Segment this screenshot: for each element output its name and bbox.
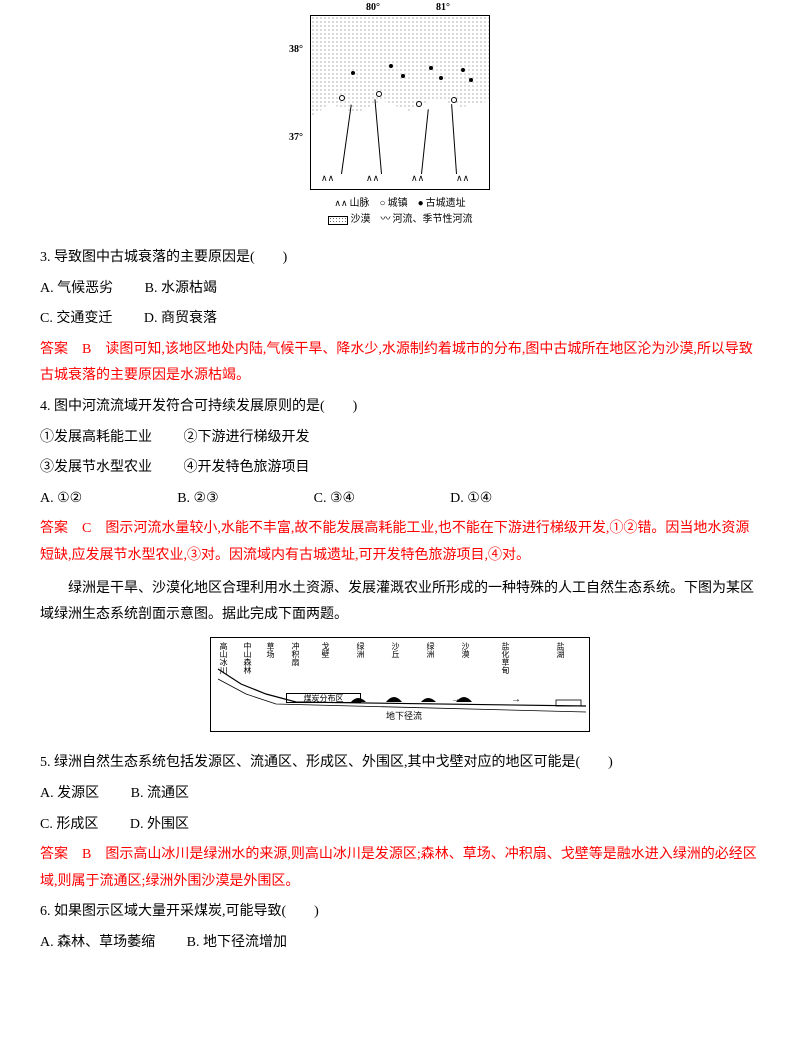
q4-item-4: ④开发特色旅游项目 [184, 455, 310, 482]
intro-text: 绿洲是干旱、沙漠化地区合理利用水土资源、发展灌溉农业所形成的一种特殊的人工自然生… [40, 576, 760, 629]
q4-item-1: ①发展高耗能工业 [40, 425, 152, 452]
lon-80: 80° [366, 0, 380, 17]
ruin-marker [351, 71, 355, 75]
ruin-marker [401, 74, 405, 78]
q3-answer: 答案 B 读图可知,该地区地处内陆,气候干旱、降水少,水源制约着城市的分布,图中… [40, 337, 760, 390]
q5-text: 5. 绿洲自然生态系统包括发源区、流通区、形成区、外围区,其中戈壁对应的地区可能… [40, 750, 760, 777]
ruin-marker [439, 76, 443, 80]
city-marker [376, 91, 382, 97]
cs-label-10: 盐湖 [556, 642, 564, 658]
q3-options-row2: C. 交通变迁 D. 商贸衰落 [40, 306, 760, 333]
cs-label-6: 沙丘 [391, 642, 399, 658]
q4-opt-b: B. ②③ [177, 486, 218, 513]
q4-items-row1: ①发展高耗能工业 ②下游进行梯级开发 [40, 425, 760, 452]
map-box: 80° 81° 38° 37° ∧∧ ∧∧ ∧∧ ∧∧ [310, 15, 490, 190]
legend-river: 河流、季节性河流 [381, 212, 473, 228]
cs-label-8: 沙漠 [461, 642, 469, 658]
map-figure: 80° 81° 38° 37° ∧∧ ∧∧ ∧∧ ∧∧ [310, 15, 490, 228]
mountain-icon: ∧∧ [456, 170, 469, 187]
q4-options: A. ①② B. ②③ C. ③④ D. ①④ [40, 486, 760, 513]
cs-underground-label: 地下径流 [386, 708, 422, 725]
cs-label-5: 绿洲 [356, 642, 364, 658]
mountain-icon: ∧∧ [321, 170, 334, 187]
city-marker [339, 95, 345, 101]
mountain-icon: ∧∧ [411, 170, 424, 187]
q3-opt-b: B. 水源枯竭 [145, 276, 217, 303]
river-line [421, 109, 429, 174]
city-marker [451, 97, 457, 103]
q4-text: 4. 图中河流流域开发符合可持续发展原则的是( ) [40, 394, 760, 421]
q4-opt-c: C. ③④ [314, 486, 355, 513]
q3-text: 3. 导致图中古城衰落的主要原因是( ) [40, 245, 760, 272]
q6-opt-a: A. 森林、草场萎缩 [40, 930, 155, 957]
cs-coal-label: 煤炭分布区 [286, 693, 361, 703]
cs-label-7: 绿洲 [426, 642, 434, 658]
q3-options-row1: A. 气候恶劣 B. 水源枯竭 [40, 276, 760, 303]
q4-item-3: ③发展节水型农业 [40, 455, 152, 482]
q6-options: A. 森林、草场萎缩 B. 地下径流增加 [40, 930, 760, 957]
legend-ruin: 古城遗址 [418, 196, 466, 212]
q5-options-row1: A. 发源区 B. 流通区 [40, 781, 760, 808]
cross-section-figure: 高山冰川 中山森林 草场 冲积扇 戈壁 绿洲 沙丘 绿洲 沙漠 盐化草甸 盐湖 … [40, 637, 760, 743]
q3-opt-a: A. 气候恶劣 [40, 276, 113, 303]
ruin-marker [429, 66, 433, 70]
q4-answer: 答案 C 图示河流水量较小,水能不丰富,故不能发展高耗能工业,也不能在下游进行梯… [40, 516, 760, 569]
q5-opt-a: A. 发源区 [40, 781, 99, 808]
ruin-marker [469, 78, 473, 82]
lon-81: 81° [436, 0, 450, 17]
river-line [451, 104, 457, 174]
map-legend: 山脉 城镇 古城遗址 沙漠 河流、季节性河流 [310, 196, 490, 228]
legend-city: 城镇 [380, 196, 408, 212]
cs-box: 高山冰川 中山森林 草场 冲积扇 戈壁 绿洲 沙丘 绿洲 沙漠 盐化草甸 盐湖 … [210, 637, 590, 732]
lat-38: 38° [289, 40, 303, 59]
q4-opt-d: D. ①④ [450, 486, 492, 513]
cs-label-2: 草场 [266, 642, 274, 658]
q5-opt-b: B. 流通区 [131, 781, 189, 808]
river-line [374, 99, 382, 174]
arrow-icon: → [511, 690, 521, 709]
q5-answer: 答案 B 图示高山冰川是绿洲水的来源,则高山冰川是发源区;森林、草场、冲积扇、戈… [40, 842, 760, 895]
q5-opt-c: C. 形成区 [40, 812, 98, 839]
q3-opt-c: C. 交通变迁 [40, 306, 112, 333]
cs-label-4: 戈壁 [321, 642, 329, 658]
q6-opt-b: B. 地下径流增加 [187, 930, 287, 957]
q4-items-row2: ③发展节水型农业 ④开发特色旅游项目 [40, 455, 760, 482]
legend-desert: 沙漠 [328, 212, 371, 228]
arrow-icon: → [451, 690, 461, 709]
city-marker [416, 101, 422, 107]
q5-options-row2: C. 形成区 D. 外围区 [40, 812, 760, 839]
q6-text: 6. 如果图示区域大量开采煤炭,可能导致( ) [40, 899, 760, 926]
ruin-marker [389, 64, 393, 68]
q4-item-2: ②下游进行梯级开发 [184, 425, 310, 452]
lat-37: 37° [289, 128, 303, 147]
desert-area [311, 16, 489, 137]
q5-opt-d: D. 外围区 [130, 812, 189, 839]
cs-label-3: 冲积扇 [291, 642, 299, 666]
map-figure-container: 80° 81° 38° 37° ∧∧ ∧∧ ∧∧ ∧∧ [40, 15, 760, 235]
q3-opt-d: D. 商贸衰落 [144, 306, 217, 333]
ruin-marker [461, 68, 465, 72]
mountain-icon: ∧∧ [366, 170, 379, 187]
q4-opt-a: A. ①② [40, 486, 82, 513]
legend-mountain: 山脉 [334, 196, 369, 212]
river-line [341, 105, 352, 174]
